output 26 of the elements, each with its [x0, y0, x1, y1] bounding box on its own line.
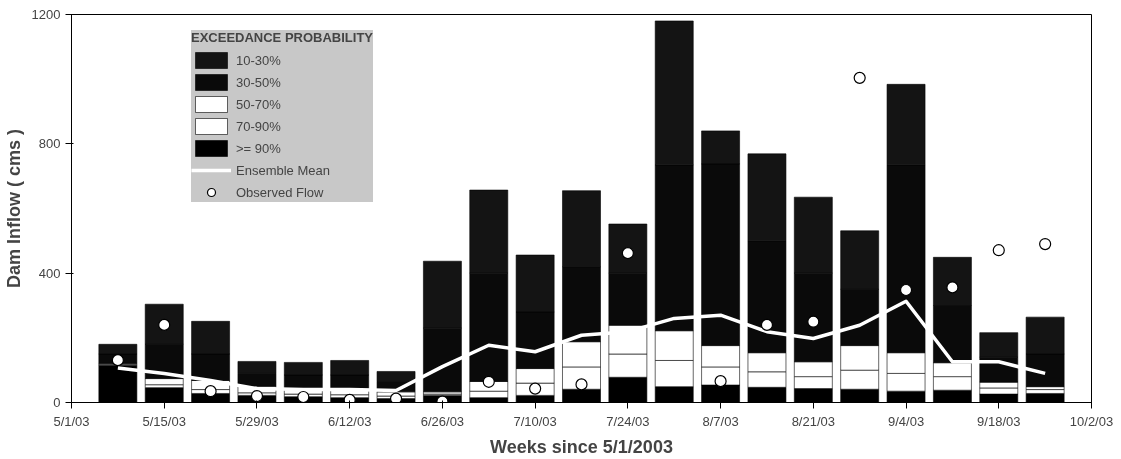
- y-axis-title: Dam Inflow ( cms ): [3, 128, 24, 289]
- x-tick-label: 9/18/03: [977, 413, 1021, 429]
- legend-label: Ensemble Mean: [236, 162, 330, 178]
- y-tick-label: 800: [38, 136, 61, 152]
- x-tick-label: 6/26/03: [420, 413, 465, 429]
- legend-label: Observed Flow: [236, 184, 324, 200]
- legend-label: 30-50%: [236, 74, 281, 90]
- legend-label: >= 90%: [236, 140, 281, 156]
- x-tick-label: 5/15/03: [142, 413, 186, 429]
- x-axis-title: Weeks since 5/1/2003: [490, 436, 673, 457]
- x-tick-label: 5/29/03: [235, 413, 279, 429]
- y-tick-label: 1200: [31, 7, 61, 22]
- x-tick-label: 7/24/03: [606, 413, 650, 429]
- x-tick-label: 10/2/03: [1069, 413, 1114, 429]
- legend-label: 50-70%: [236, 96, 281, 112]
- y-tick-label: 400: [38, 265, 61, 281]
- legend-label: 70-90%: [236, 118, 281, 134]
- x-tick-label: 8/21/03: [791, 413, 836, 429]
- x-tick-label: 9/4/03: [887, 413, 925, 429]
- legend-label: 10-30%: [236, 52, 281, 68]
- x-tick-label: 6/12/03: [328, 413, 372, 429]
- y-tick-label: 0: [53, 395, 61, 410]
- x-tick-label: 7/10/03: [513, 413, 557, 429]
- legend-title: EXCEEDANCE PROBABILITY: [191, 30, 374, 45]
- x-tick-label: 5/1/03: [53, 413, 90, 429]
- x-tick-label: 8/7/03: [702, 413, 739, 429]
